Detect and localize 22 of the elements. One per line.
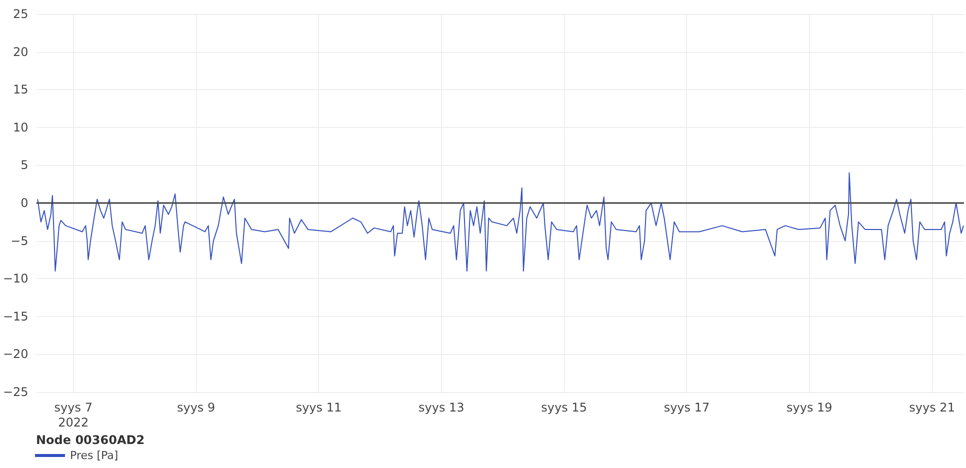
x-tick-label: syys 15	[541, 400, 587, 414]
x-tick-label: syys 19	[786, 400, 832, 414]
y-tick-label: 20	[13, 44, 28, 59]
y-tick-label: −15	[2, 309, 28, 324]
legend-label: Pres [Pa]	[70, 449, 118, 462]
y-tick-label: 0	[20, 196, 28, 210]
y-tick-label: 15	[13, 82, 28, 97]
line-series	[37, 172, 964, 272]
x-tick-label: syys 7 2022	[54, 400, 92, 430]
y-tick-label: 5	[20, 158, 28, 172]
y-tick-label: −10	[2, 272, 28, 286]
x-tick-label: syys 21	[909, 400, 955, 414]
x-tick-label: syys 17	[664, 400, 710, 414]
y-tick-label: −5	[10, 234, 28, 248]
legend-title: Node 00360AD2	[36, 433, 145, 447]
y-tick-label: −25	[2, 385, 28, 399]
x-tick-label: syys 9	[176, 400, 216, 414]
y-tick-label: 10	[13, 120, 28, 134]
x-tick-label: syys 11	[296, 400, 342, 414]
y-tick-label: 25	[13, 7, 28, 21]
x-tick-label: syys 13	[418, 400, 464, 414]
y-tick-label: −20	[2, 347, 28, 362]
